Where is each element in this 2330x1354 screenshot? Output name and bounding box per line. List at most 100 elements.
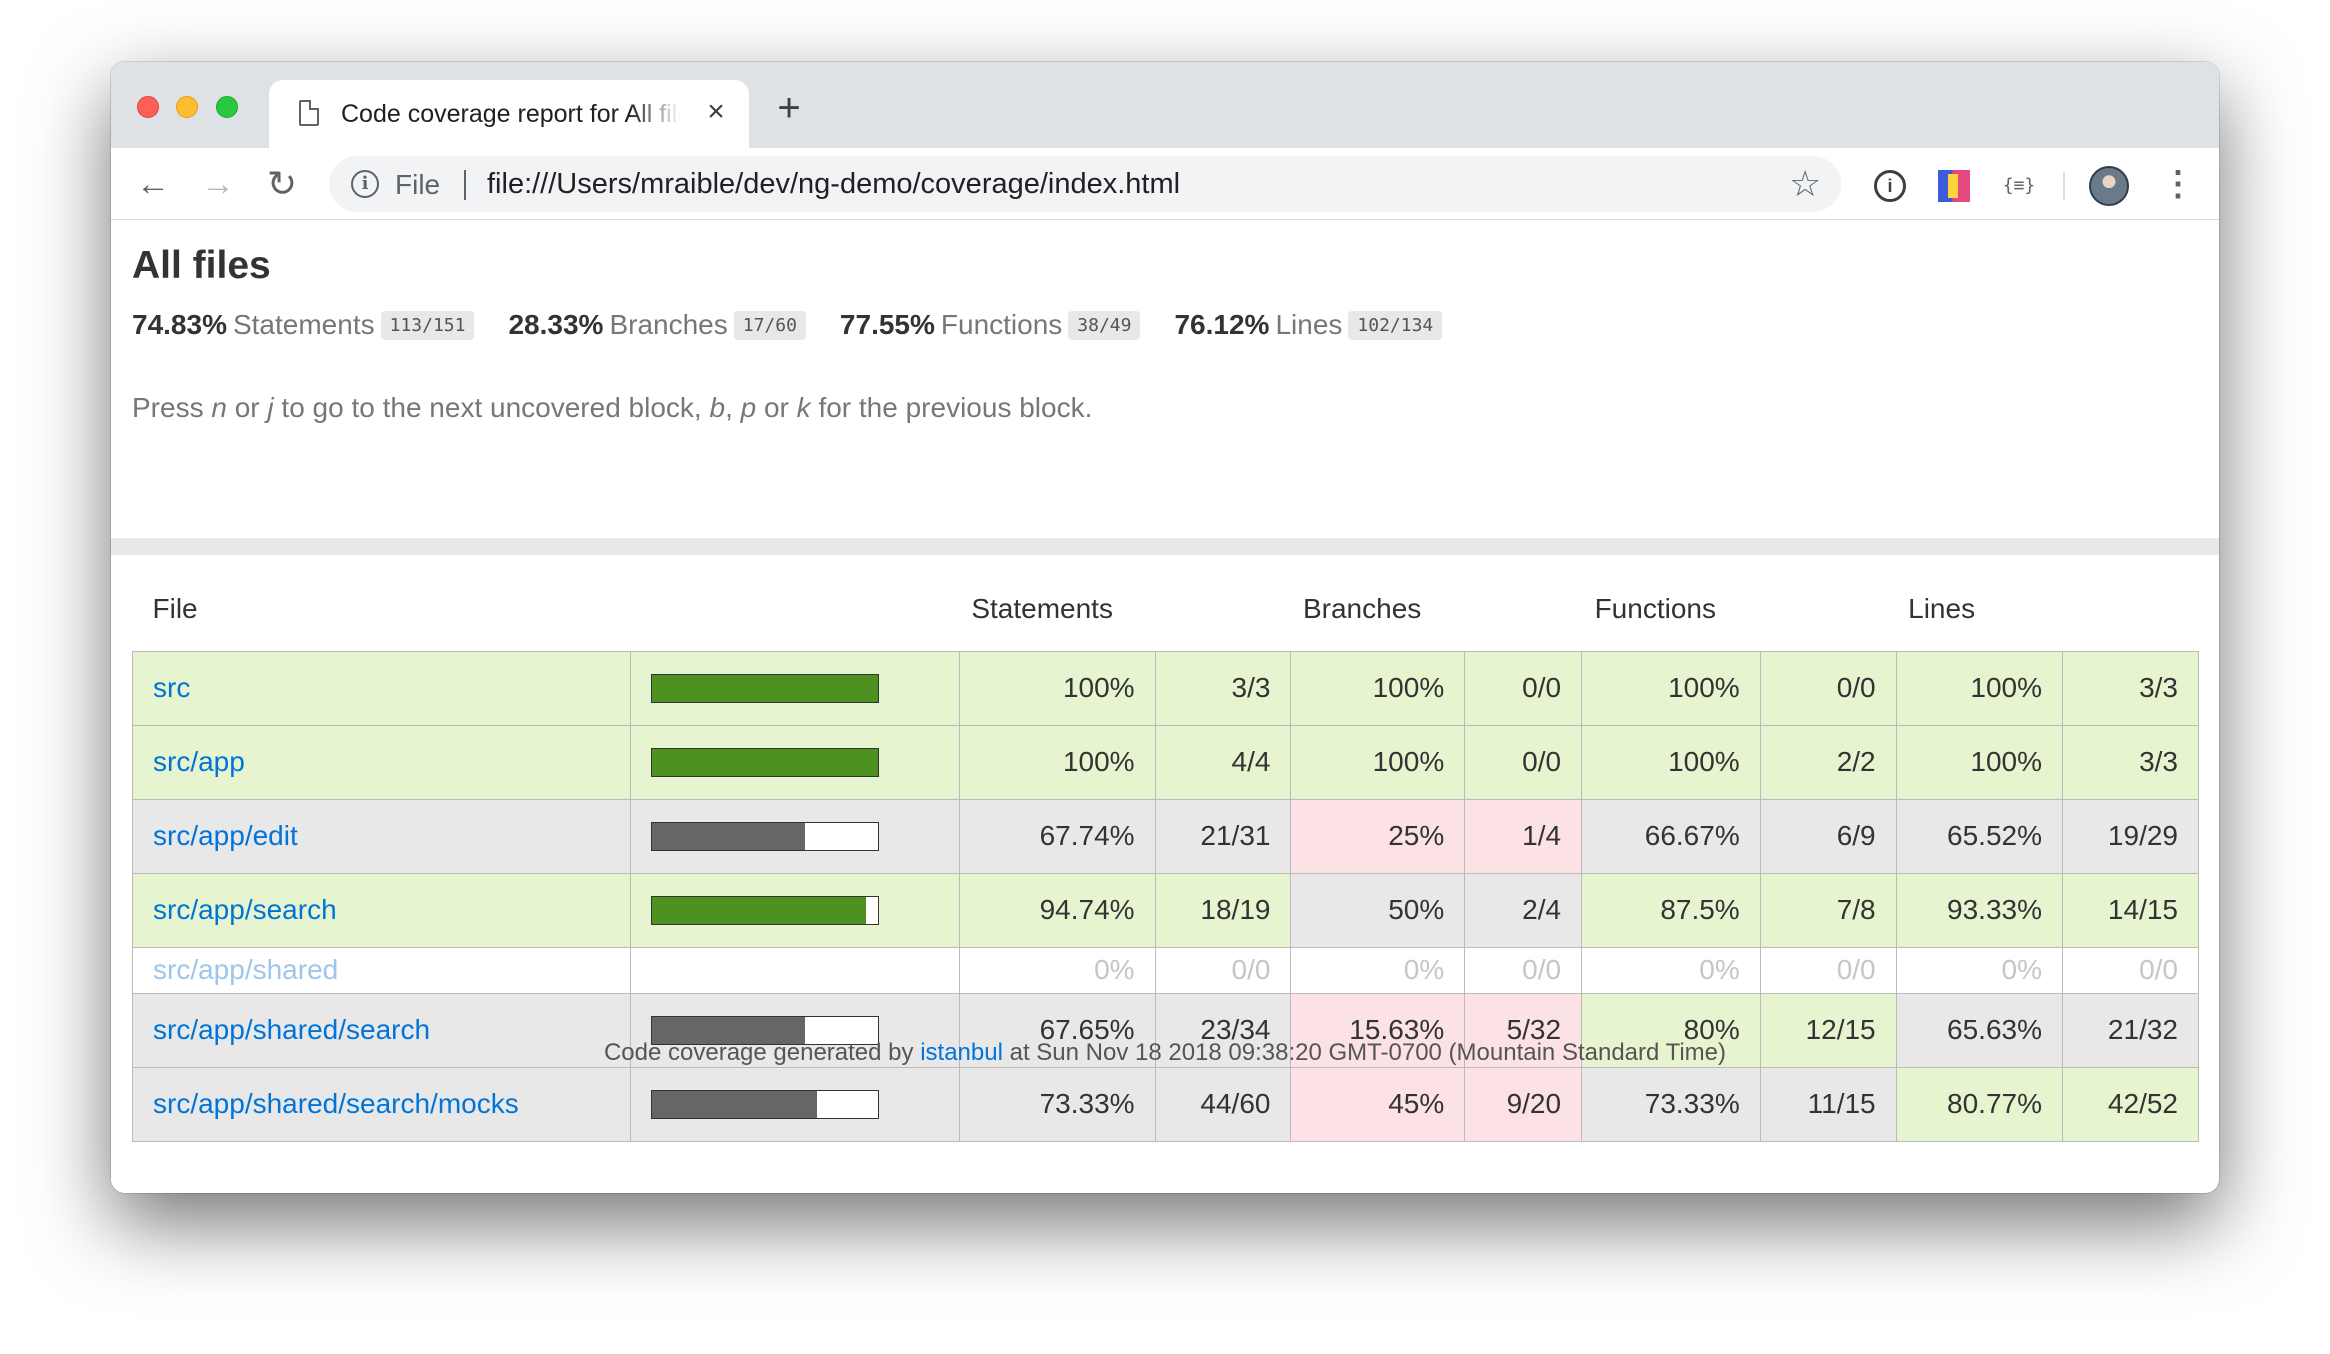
file-link[interactable]: src/app	[153, 746, 245, 777]
kebab-menu-icon[interactable]: ⋮	[2161, 165, 2195, 203]
coverage-bar	[650, 747, 879, 777]
coverage-bar-fill	[651, 674, 878, 702]
branches-fraction-cell: 0/0	[1464, 724, 1583, 800]
functions-fraction-cell: 0/0	[1759, 650, 1897, 726]
reload-icon[interactable]: ↻	[266, 163, 298, 204]
statements-fraction-cell: 18/19	[1154, 872, 1292, 948]
file-link[interactable]: src/app/shared/search/mocks	[153, 1088, 519, 1119]
coverage-bar-cell	[629, 724, 960, 800]
header-lines[interactable]: Lines	[1908, 593, 1976, 624]
summary-lines: 76.12% Lines 102/134	[1174, 309, 1443, 343]
coverage-bar-cell	[629, 650, 960, 726]
tab-strip: Code coverage report for All files × +	[111, 62, 2219, 148]
file-cell: src/app/shared/search/mocks	[132, 1066, 631, 1142]
info-icon[interactable]: i	[351, 170, 379, 198]
file-link[interactable]: src/app/search	[153, 894, 337, 925]
summary-statements: 74.83% Statements 113/151	[132, 309, 475, 343]
lines-pct-cell: 100%	[1895, 724, 2064, 800]
lines-pct-cell: 93.33%	[1895, 872, 2064, 948]
page-icon	[299, 100, 319, 126]
branches-pct-cell: 100%	[1290, 650, 1466, 726]
summary-label: Branches	[609, 309, 728, 340]
branches-pct-cell: 50%	[1290, 872, 1466, 948]
coverage-bar-cell	[629, 992, 960, 1068]
file-link[interactable]: src/app/shared	[153, 954, 339, 985]
branches-fraction-cell: 0/0	[1464, 946, 1583, 994]
coverage-bar-fill	[651, 1016, 805, 1044]
summary-fraction-badge: 102/134	[1348, 311, 1443, 340]
tab-coverage-report[interactable]: Code coverage report for All files ×	[269, 80, 749, 148]
coverage-bar	[650, 673, 879, 703]
scheme-label: File	[395, 169, 441, 200]
close-tab-icon[interactable]: ×	[707, 95, 725, 128]
coverage-table: File Statements Branches Functions Lines…	[132, 591, 2199, 1142]
back-arrow-icon[interactable]: ←	[136, 165, 170, 203]
lines-fraction-cell: 3/3	[2062, 724, 2199, 800]
lines-pct-cell: 100%	[1895, 650, 2064, 726]
coverage-bar-cell	[629, 1066, 960, 1142]
header-functions[interactable]: Functions	[1594, 593, 1716, 624]
header-statements[interactable]: Statements	[971, 593, 1113, 624]
browser-toolbar: ← → ↻ i File file:///Users/mraible/dev/n…	[111, 148, 2219, 220]
functions-fraction-cell: 0/0	[1759, 946, 1897, 994]
statements-pct-cell: 67.65%	[958, 992, 1156, 1068]
statements-fraction-cell: 0/0	[1154, 946, 1292, 994]
lines-pct-cell: 0%	[1895, 946, 2064, 994]
statements-pct-cell: 100%	[958, 724, 1156, 800]
lines-pct-cell: 65.52%	[1895, 798, 2064, 874]
header-file[interactable]: File	[152, 593, 198, 624]
keyboard-hint: Press n or j to go to the next uncovered…	[132, 392, 1093, 423]
file-cell: src/app/shared/search	[132, 992, 631, 1068]
forward-arrow-icon[interactable]: →	[201, 165, 235, 203]
summary-fraction-badge: 17/60	[733, 311, 806, 340]
functions-pct-cell: 100%	[1581, 724, 1761, 800]
coverage-summary: 74.83% Statements 113/151 28.33% Branches 17/…	[132, 309, 1476, 349]
lines-fraction-cell: 3/3	[2062, 650, 2199, 726]
header-branches[interactable]: Branches	[1302, 593, 1422, 624]
address-bar[interactable]: i File file:///Users/mraible/dev/ng-demo…	[329, 156, 1841, 212]
password-extension-icon[interactable]: i	[1874, 170, 1906, 202]
zoom-window-button[interactable]	[216, 96, 238, 118]
branches-fraction-cell: 0/0	[1464, 650, 1583, 726]
table-header-row: File Statements Branches Functions Lines	[133, 591, 2199, 651]
coverage-bar	[650, 895, 879, 925]
new-tab-button[interactable]: +	[777, 86, 801, 130]
statements-fraction-cell: 23/34	[1154, 992, 1292, 1068]
istanbul-link[interactable]: istanbul	[920, 1039, 1003, 1066]
functions-pct-cell: 100%	[1581, 650, 1761, 726]
statements-fraction-cell: 44/60	[1154, 1066, 1292, 1142]
lines-fraction-cell: 21/32	[2062, 992, 2199, 1068]
summary-pct: 74.83%	[132, 309, 227, 340]
file-cell: src/app/search	[132, 872, 631, 948]
bookmark-star-icon[interactable]: ☆	[1789, 163, 1822, 204]
functions-pct-cell: 0%	[1581, 946, 1761, 994]
file-link[interactable]: src	[153, 672, 191, 703]
section-divider	[111, 538, 2219, 555]
branches-pct-cell: 15.63%	[1290, 992, 1466, 1068]
coverage-bar	[650, 1089, 879, 1119]
branches-pct-cell: 0%	[1290, 946, 1466, 994]
table-row: src/app/shared/search/mocks 73.33% 44/60 45…	[132, 1066, 2199, 1142]
profile-avatar[interactable]	[2089, 166, 2129, 206]
branches-fraction-cell: 9/20	[1464, 1066, 1583, 1142]
functions-fraction-cell: 2/2	[1759, 724, 1897, 800]
statements-pct-cell: 67.74%	[958, 798, 1156, 874]
url-text[interactable]: file:///Users/mraible/dev/ng-demo/covera…	[487, 168, 1181, 200]
file-link[interactable]: src/app/edit	[153, 820, 298, 851]
coverage-bar-fill	[651, 748, 878, 776]
lighthouse-extension-icon[interactable]	[1938, 170, 1970, 202]
file-link[interactable]: src/app/shared/search	[153, 1014, 431, 1045]
coverage-bar-fill	[651, 1090, 818, 1118]
minimize-window-button[interactable]	[176, 96, 198, 118]
statements-fraction-cell: 21/31	[1154, 798, 1292, 874]
file-cell: src/app	[132, 724, 631, 800]
coverage-bar-cell	[629, 798, 960, 874]
close-window-button[interactable]	[137, 96, 159, 118]
branches-pct-cell: 25%	[1290, 798, 1466, 874]
functions-fraction-cell: 11/15	[1759, 1066, 1897, 1142]
browser-window: Code coverage report for All files × + ←…	[111, 62, 2219, 1193]
statements-fraction-cell: 3/3	[1154, 650, 1292, 726]
functions-pct-cell: 73.33%	[1581, 1066, 1761, 1142]
summary-branches: 28.33% Branches 17/60	[508, 309, 806, 343]
json-formatter-extension-icon[interactable]: {≡}	[2002, 175, 2036, 196]
